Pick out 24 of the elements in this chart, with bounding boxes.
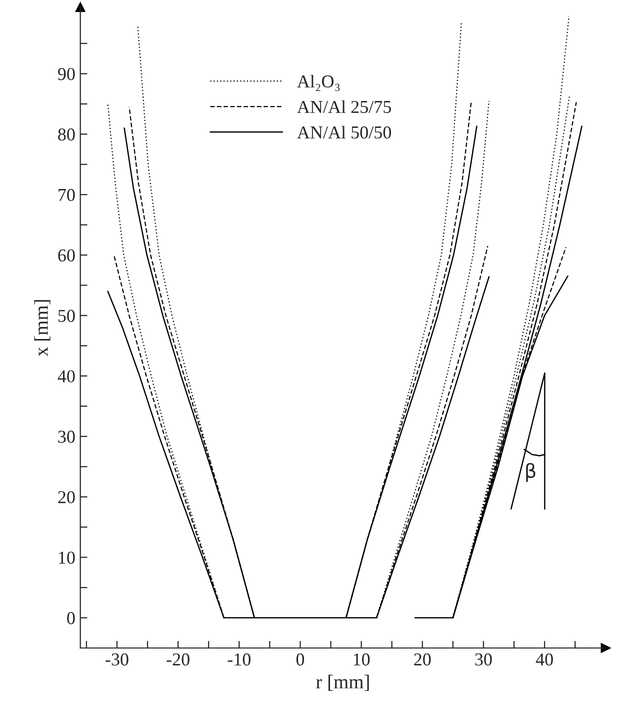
x-tick-label: 20: [414, 653, 431, 666]
y-tick-label: 80: [58, 128, 75, 141]
x-tick-label: 0: [296, 653, 304, 666]
y-tick-label: 60: [58, 249, 75, 262]
y-tick-label: 90: [58, 68, 75, 80]
x-axis-title: r [mm]: [316, 674, 369, 691]
x-tick-label: -20: [166, 653, 190, 666]
annotation: β: [526, 462, 536, 482]
y-tick-label: 50: [58, 310, 75, 322]
legend-label: AN/Al 50/50: [297, 126, 392, 139]
y-tick-label: 10: [59, 552, 75, 564]
y-tick-label: 30: [58, 430, 75, 443]
x-tick-label: -30: [106, 653, 128, 666]
legend-label: AN/Al 25/75: [297, 100, 391, 114]
y-tick-label: 20: [58, 491, 75, 504]
y-tick-label: 70: [58, 188, 75, 202]
x-tick-label: -10: [228, 653, 250, 666]
y-axis-title: x [mm]: [34, 300, 50, 356]
legend-label: Al₂O₃: [297, 74, 340, 92]
y-tick-label: 0: [67, 612, 75, 624]
x-tick-label: 40: [536, 653, 553, 666]
y-tick-label: 40: [58, 370, 75, 382]
x-tick-label: 10: [354, 653, 370, 666]
x-tick-label: 30: [475, 653, 492, 666]
